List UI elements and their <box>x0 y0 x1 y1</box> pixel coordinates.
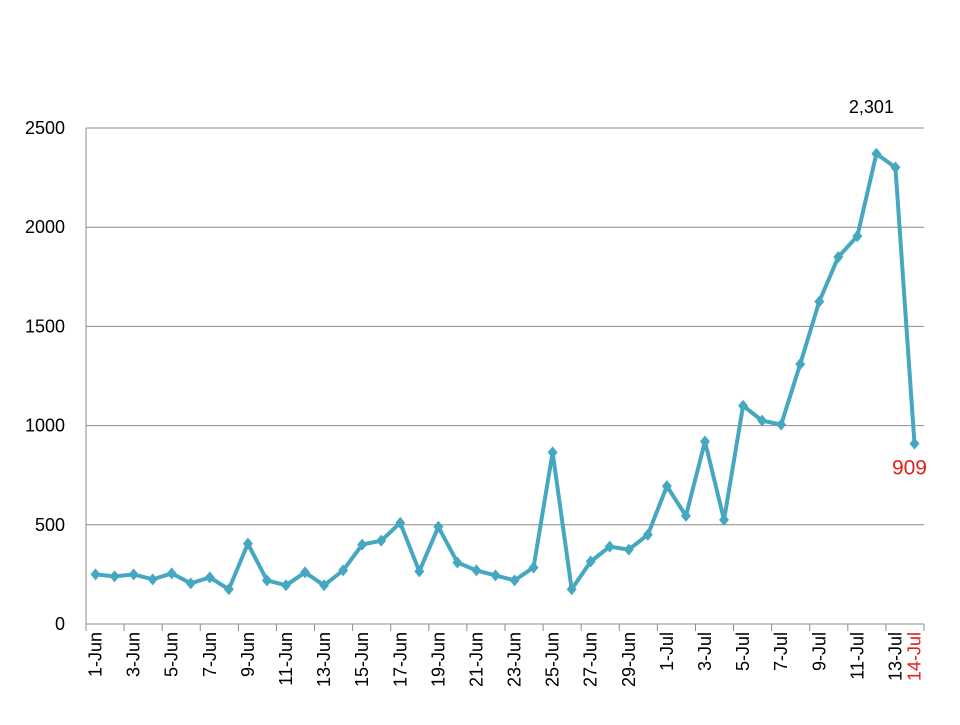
marker <box>376 534 387 547</box>
marker <box>852 230 863 243</box>
marker <box>166 567 177 580</box>
x-tick-label: 29-Jun <box>619 632 639 687</box>
marker <box>604 540 615 553</box>
x-tick-label: 5-Jul <box>733 632 753 671</box>
x-tick-label: 25-Jun <box>543 632 563 687</box>
marker <box>414 565 425 578</box>
marker <box>757 414 768 427</box>
marker <box>871 147 882 160</box>
marker <box>547 446 558 459</box>
marker <box>738 399 749 412</box>
marker <box>833 250 844 263</box>
x-tick-label: 1-Jul <box>657 632 677 671</box>
value-label: 909 <box>892 457 927 480</box>
marker <box>490 569 501 582</box>
marker <box>147 573 158 586</box>
value-label: 2,301 <box>849 97 894 117</box>
x-tick-label: 21-Jun <box>466 632 486 687</box>
marker <box>338 564 349 577</box>
x-tick-label: 1-Jun <box>86 632 106 677</box>
marker <box>395 516 406 529</box>
y-tick-label: 1000 <box>25 416 65 436</box>
x-tick-label: 27-Jun <box>581 632 601 687</box>
x-tick-label: 11-Jun <box>276 632 296 686</box>
x-tick-label: 17-Jun <box>390 632 410 687</box>
marker <box>223 583 234 596</box>
marker <box>109 570 120 583</box>
x-tick-label: 15-Jun <box>352 632 372 687</box>
marker <box>204 571 215 584</box>
marker <box>699 435 710 448</box>
marker <box>814 295 825 308</box>
marker <box>680 509 691 522</box>
marker <box>433 520 444 533</box>
marker <box>795 358 806 371</box>
marker <box>90 568 101 581</box>
x-tick-label: 7-Jun <box>200 632 220 677</box>
x-tick-label: 7-Jul <box>771 632 791 671</box>
y-tick-label: 2000 <box>25 217 65 237</box>
marker <box>528 561 539 574</box>
x-tick-label: 13-Jun <box>314 632 334 687</box>
x-tick-label: 3-Jul <box>695 632 715 671</box>
marker <box>261 574 272 587</box>
y-tick-label: 1500 <box>25 316 65 336</box>
marker <box>623 543 634 556</box>
marker <box>719 513 730 526</box>
y-tick-label: 2500 <box>25 118 65 138</box>
marker <box>890 161 901 174</box>
marker <box>661 480 672 493</box>
x-tick-label: 19-Jun <box>428 632 448 687</box>
x-tick-label: 13-Jul <box>885 632 905 681</box>
x-tick-label: 11-Jul <box>847 632 867 680</box>
marker <box>566 583 577 596</box>
marker <box>509 574 520 587</box>
marker <box>585 555 596 568</box>
line <box>95 151 917 592</box>
x-tick-label: 5-Jun <box>162 632 182 677</box>
x-tick-label: 9-Jul <box>809 632 829 671</box>
x-tick-label: 9-Jun <box>238 632 258 677</box>
y-tick-label: 0 <box>55 614 65 634</box>
marker <box>642 528 653 541</box>
marker <box>776 418 787 431</box>
marker <box>128 568 139 581</box>
marker <box>471 564 482 577</box>
marker <box>357 538 368 551</box>
marker <box>280 579 291 592</box>
x-tick-label: 14-Jul <box>904 632 924 681</box>
marker <box>909 437 920 450</box>
marker <box>452 556 463 569</box>
marker <box>185 577 196 590</box>
marker <box>300 566 311 579</box>
y-tick-label: 500 <box>35 515 65 535</box>
x-tick-label: 3-Jun <box>124 632 144 677</box>
x-tick-label: 23-Jun <box>505 632 525 687</box>
marker <box>319 579 330 592</box>
marker <box>242 537 253 550</box>
